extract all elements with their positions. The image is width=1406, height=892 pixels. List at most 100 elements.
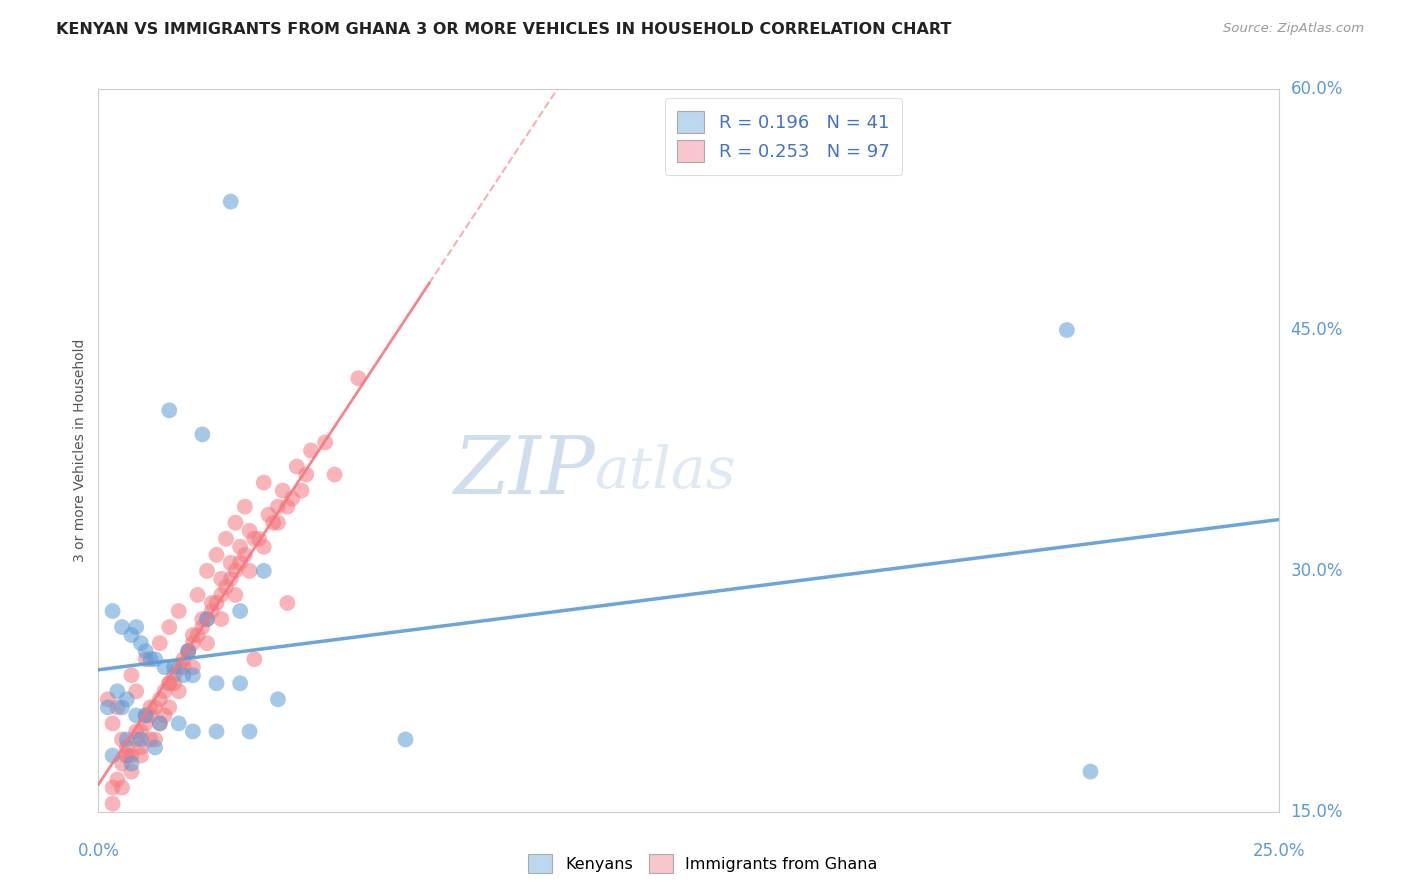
Point: [253, 540, 276, 554]
Point: [224, 564, 246, 578]
Point: [224, 588, 246, 602]
Point: [209, 588, 232, 602]
Point: [172, 668, 194, 682]
Point: [101, 604, 124, 618]
Point: [135, 644, 157, 658]
Point: [139, 708, 162, 723]
Legend: Kenyans, Immigrants from Ghana: Kenyans, Immigrants from Ghana: [522, 847, 884, 880]
Point: [276, 500, 298, 514]
Point: [135, 716, 157, 731]
Point: [125, 708, 148, 723]
Point: [143, 652, 166, 666]
Point: [1056, 323, 1078, 337]
Point: [271, 483, 294, 498]
Point: [157, 620, 180, 634]
Point: [177, 644, 200, 658]
Point: [121, 628, 143, 642]
Point: [267, 500, 290, 514]
Text: 0.0%: 0.0%: [77, 842, 120, 860]
Point: [209, 572, 232, 586]
Point: [229, 540, 252, 554]
Point: [129, 636, 152, 650]
Point: [157, 403, 180, 417]
Point: [143, 740, 166, 755]
Point: [215, 580, 238, 594]
Text: KENYAN VS IMMIGRANTS FROM GHANA 3 OR MORE VEHICLES IN HOUSEHOLD CORRELATION CHAR: KENYAN VS IMMIGRANTS FROM GHANA 3 OR MOR…: [56, 22, 952, 37]
Text: 25.0%: 25.0%: [1253, 842, 1306, 860]
Point: [195, 612, 218, 626]
Point: [143, 732, 166, 747]
Point: [125, 684, 148, 698]
Point: [129, 732, 152, 747]
Point: [172, 660, 194, 674]
Point: [229, 556, 252, 570]
Point: [139, 732, 162, 747]
Point: [229, 676, 252, 690]
Point: [262, 516, 284, 530]
Text: 45.0%: 45.0%: [1291, 321, 1343, 339]
Point: [101, 716, 124, 731]
Point: [323, 467, 346, 482]
Point: [253, 564, 276, 578]
Point: [219, 556, 242, 570]
Point: [121, 748, 143, 763]
Point: [135, 708, 157, 723]
Point: [177, 644, 200, 658]
Point: [111, 780, 134, 795]
Point: [121, 764, 143, 779]
Point: [299, 443, 322, 458]
Point: [181, 628, 204, 642]
Point: [153, 708, 176, 723]
Point: [115, 732, 138, 747]
Point: [163, 660, 186, 674]
Point: [285, 459, 308, 474]
Point: [97, 700, 120, 714]
Text: 30.0%: 30.0%: [1291, 562, 1343, 580]
Point: [135, 652, 157, 666]
Point: [267, 692, 290, 706]
Text: ZIP: ZIP: [453, 434, 595, 511]
Point: [105, 684, 128, 698]
Point: [149, 692, 172, 706]
Point: [139, 652, 162, 666]
Point: [187, 628, 209, 642]
Point: [181, 668, 204, 682]
Point: [205, 596, 228, 610]
Point: [191, 427, 214, 442]
Point: [243, 652, 266, 666]
Point: [215, 532, 238, 546]
Point: [167, 604, 190, 618]
Point: [121, 756, 143, 771]
Point: [187, 588, 209, 602]
Point: [115, 748, 138, 763]
Point: [167, 684, 190, 698]
Point: [111, 620, 134, 634]
Point: [125, 724, 148, 739]
Point: [163, 676, 186, 690]
Point: [314, 435, 336, 450]
Point: [149, 636, 172, 650]
Point: [239, 564, 262, 578]
Point: [139, 700, 162, 714]
Y-axis label: 3 or more Vehicles in Household: 3 or more Vehicles in Household: [73, 339, 87, 562]
Point: [115, 740, 138, 755]
Point: [181, 724, 204, 739]
Point: [172, 652, 194, 666]
Point: [229, 604, 252, 618]
Point: [167, 716, 190, 731]
Text: 60.0%: 60.0%: [1291, 80, 1343, 98]
Point: [101, 748, 124, 763]
Point: [181, 636, 204, 650]
Point: [253, 475, 276, 490]
Point: [233, 548, 256, 562]
Point: [219, 194, 242, 209]
Point: [281, 491, 304, 506]
Point: [290, 483, 312, 498]
Point: [195, 564, 218, 578]
Point: [219, 572, 242, 586]
Point: [224, 516, 246, 530]
Point: [205, 676, 228, 690]
Point: [347, 371, 370, 385]
Point: [129, 724, 152, 739]
Point: [276, 596, 298, 610]
